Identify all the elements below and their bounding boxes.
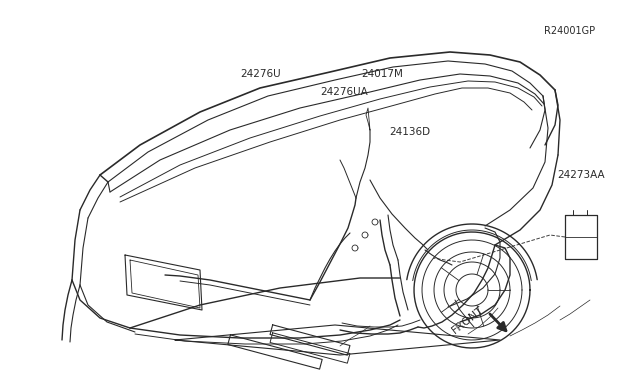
Text: 24276UA: 24276UA <box>320 87 368 97</box>
Text: 24273AA: 24273AA <box>557 170 604 180</box>
Text: 24136D: 24136D <box>389 127 430 137</box>
Text: R24001GP: R24001GP <box>544 26 595 35</box>
Text: 24017M: 24017M <box>362 70 403 79</box>
Text: 24276U: 24276U <box>240 70 280 79</box>
Text: FRONT: FRONT <box>450 304 486 336</box>
